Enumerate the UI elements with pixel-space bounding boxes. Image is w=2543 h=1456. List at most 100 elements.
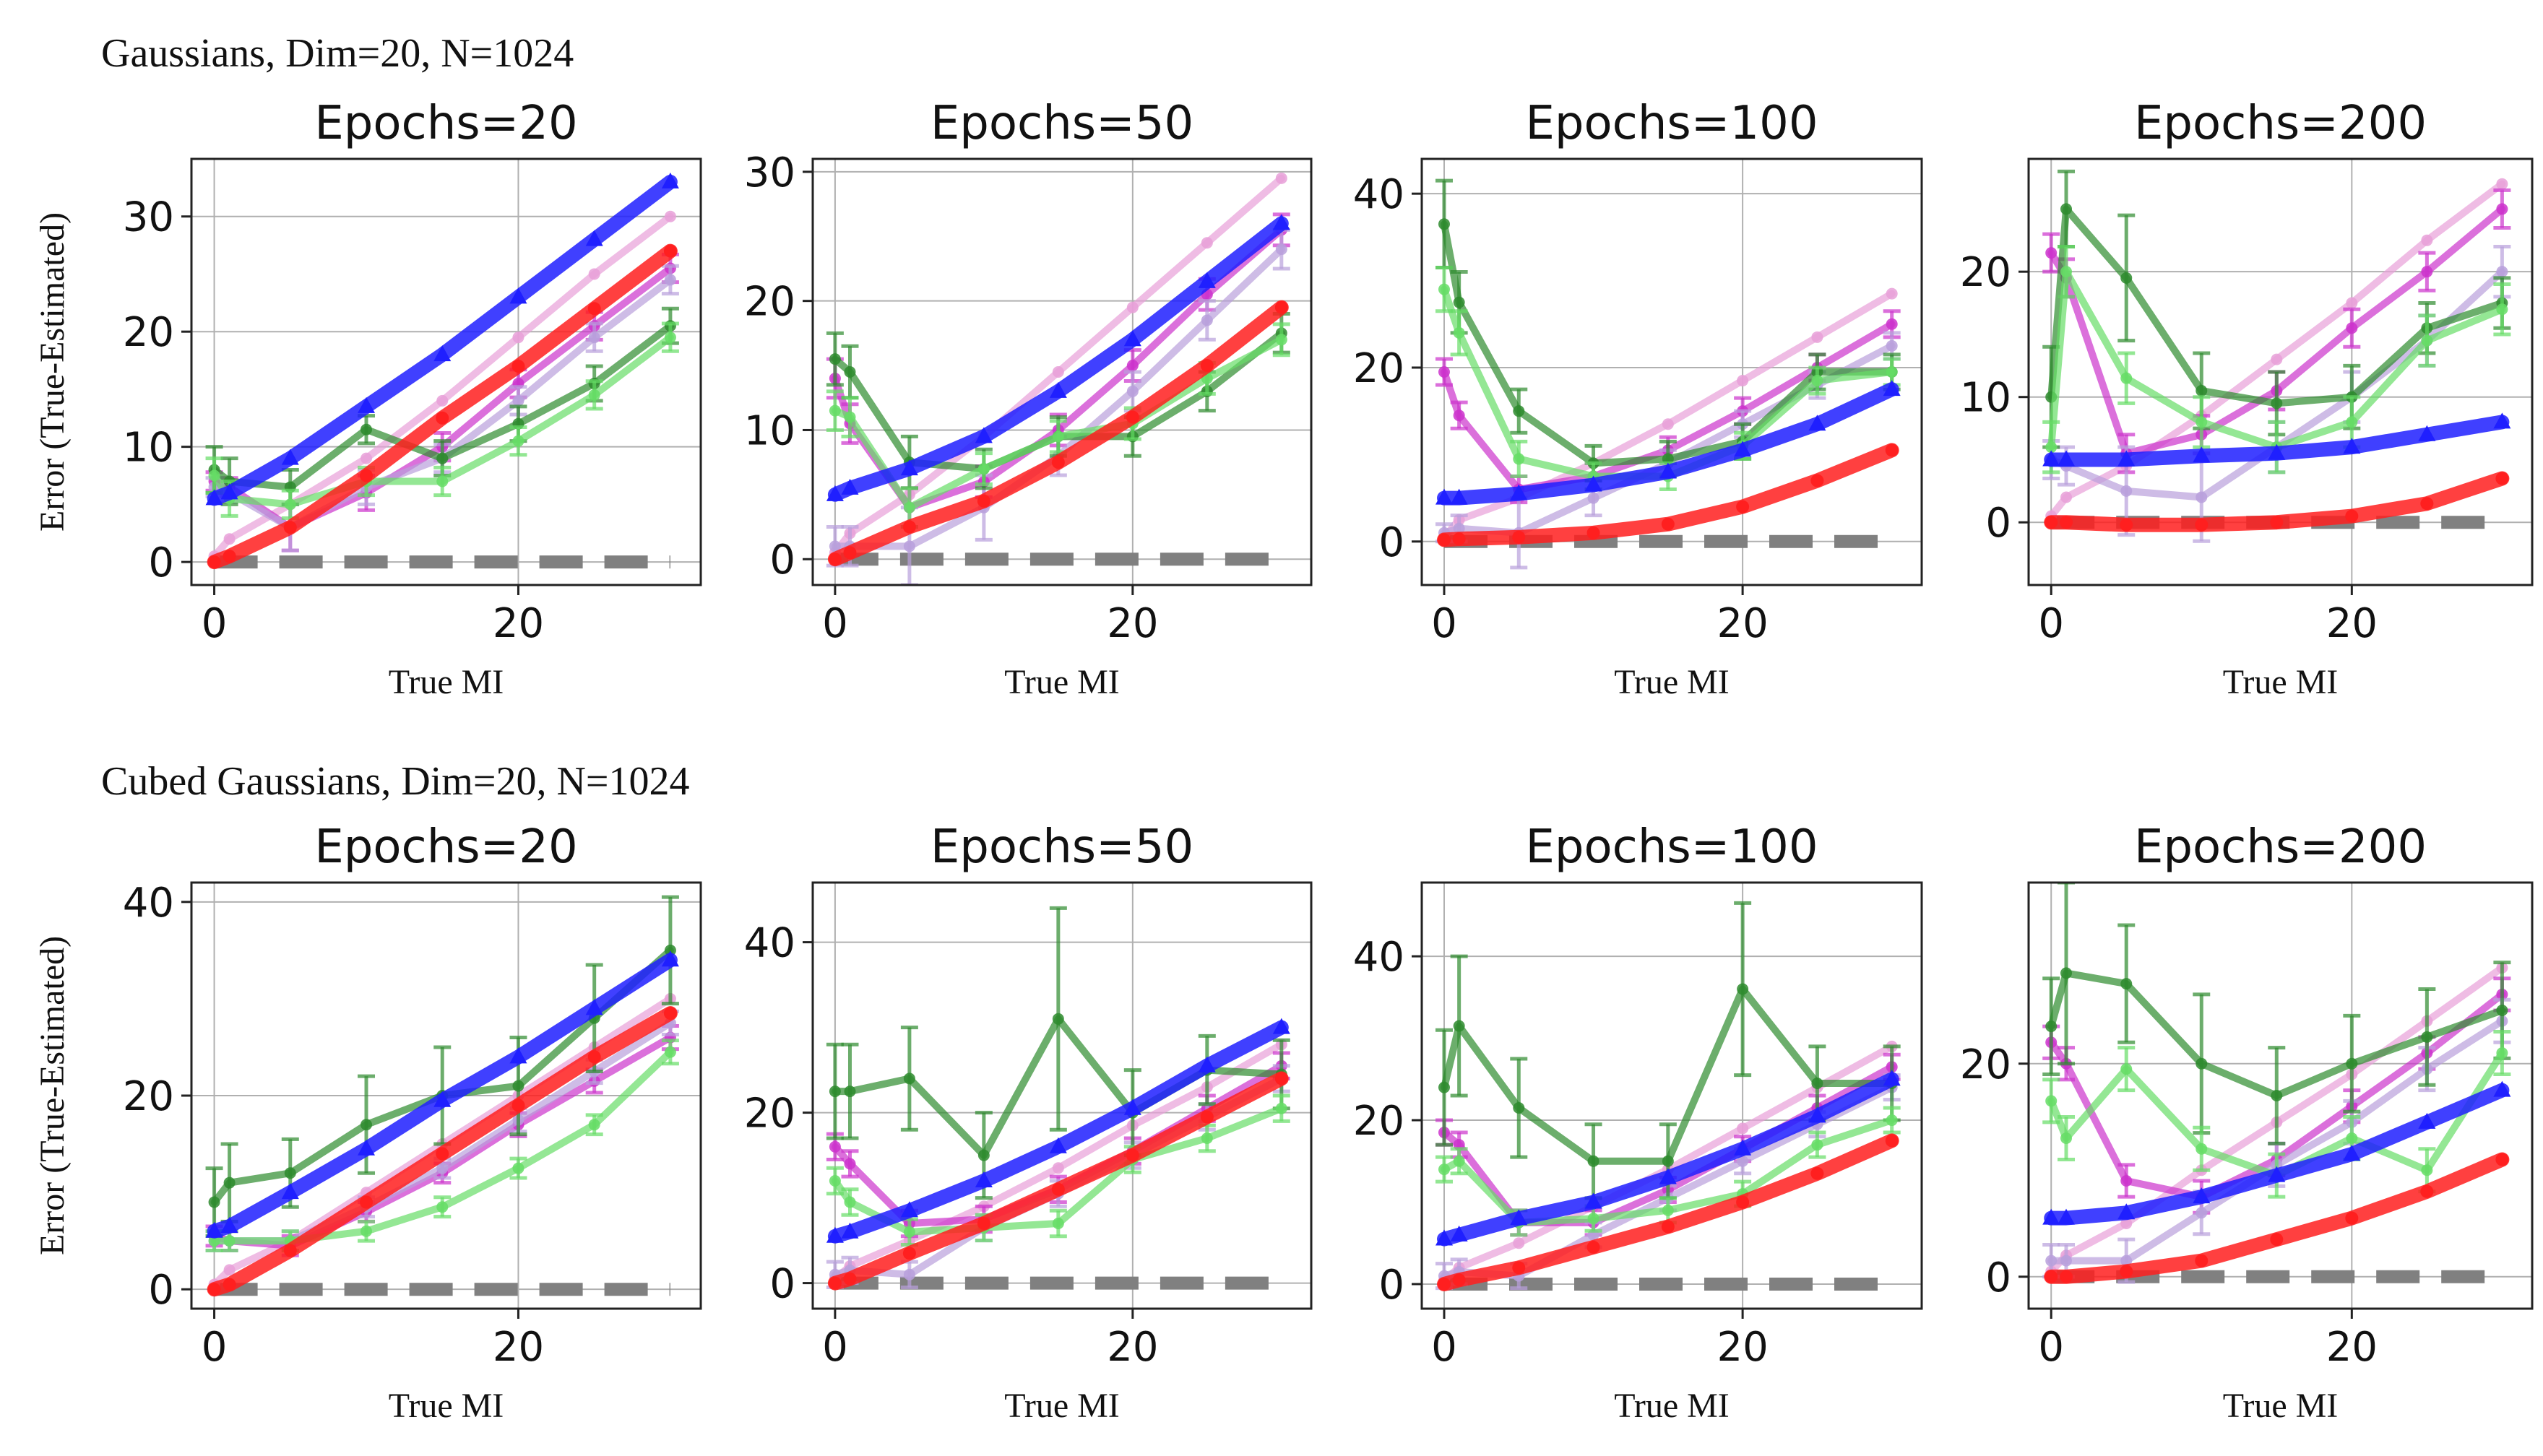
data-point — [284, 1167, 296, 1179]
data-point — [829, 353, 841, 365]
y-tick-label: 40 — [1353, 934, 1404, 981]
data-point — [1737, 983, 1749, 995]
y-tick-label: 10 — [1960, 375, 2011, 422]
data-point — [1811, 375, 1823, 387]
data-point — [2496, 1047, 2508, 1059]
data-point — [1811, 331, 1823, 343]
data-point — [433, 345, 452, 362]
data-point — [1885, 1134, 1899, 1148]
data-point — [588, 1119, 600, 1131]
data-point — [2117, 450, 2136, 467]
data-point — [902, 520, 916, 534]
data-point — [2420, 497, 2434, 511]
x-tick-label: 20 — [1717, 600, 1768, 647]
data-point — [1201, 237, 1213, 249]
data-point — [223, 1264, 236, 1276]
data-point — [2196, 1143, 2208, 1155]
panel-5: 0 20 0 20 40 Epochs=20 True MI Error (True-Esti… — [33, 820, 702, 1425]
data-point — [1512, 530, 1526, 544]
y-tick-label: 0 — [1378, 1262, 1404, 1309]
data-point — [585, 999, 603, 1015]
data-point — [1198, 272, 1216, 288]
x-tick-label: 0 — [202, 1324, 228, 1371]
data-point — [2196, 491, 2208, 503]
panel-title: Epochs=100 — [1525, 97, 1818, 150]
x-tick-label: 0 — [822, 600, 848, 647]
series-line-pink — [831, 174, 1285, 557]
data-point — [661, 950, 679, 967]
data-point — [1662, 1204, 1674, 1216]
series-line-blue — [1437, 382, 1899, 506]
data-point — [2270, 516, 2284, 529]
data-point — [2120, 1254, 2133, 1267]
data-point — [512, 1162, 524, 1174]
data-point — [512, 332, 524, 344]
data-point — [2042, 1208, 2060, 1225]
data-point — [2496, 303, 2508, 316]
data-point — [1051, 1182, 1065, 1196]
data-point — [1275, 334, 1287, 346]
data-point — [2045, 247, 2058, 259]
data-point — [2045, 441, 2058, 454]
data-point — [2420, 1184, 2434, 1198]
data-point — [588, 389, 600, 401]
data-point — [903, 540, 915, 552]
series-layer — [1435, 178, 1901, 570]
y-tick-label: 0 — [769, 1261, 795, 1308]
y-tick-label: 10 — [744, 407, 795, 454]
data-point — [1438, 283, 1450, 295]
data-point — [2496, 178, 2508, 190]
data-point — [2496, 203, 2508, 215]
series-line-red — [2044, 471, 2510, 532]
y-axis-label: Error (True-Estimated) — [33, 212, 72, 532]
data-point — [1885, 443, 1899, 457]
panel-6: 0 20 0 20 40 Epochs=50 True MI — [744, 820, 1313, 1425]
data-point — [2418, 425, 2436, 441]
data-point — [1453, 410, 1465, 422]
plot-frame — [2027, 157, 2534, 586]
data-point — [826, 1226, 844, 1243]
x-tick-label: 0 — [822, 1324, 848, 1371]
plot-frame — [1420, 881, 1923, 1310]
data-point — [433, 1091, 452, 1107]
plot-frame — [2027, 881, 2534, 1310]
x-tick-label: 0 — [202, 600, 228, 647]
data-point — [903, 1072, 915, 1085]
series-line-red — [1437, 1133, 1899, 1291]
data-point — [1198, 1056, 1216, 1072]
x-tick-label: 0 — [2038, 1324, 2064, 1371]
data-point — [2196, 385, 2208, 397]
data-point — [1275, 1102, 1287, 1114]
panel-title: Epochs=200 — [2134, 820, 2427, 874]
data-point — [1437, 1277, 1451, 1291]
series-line-pink — [210, 212, 674, 560]
data-point — [1049, 381, 1067, 398]
data-point — [1586, 1240, 1600, 1254]
data-point — [208, 1196, 220, 1208]
data-point — [1584, 475, 1602, 492]
panel-title: Epochs=50 — [931, 97, 1193, 150]
data-point — [1052, 1218, 1064, 1229]
data-point — [2495, 472, 2509, 485]
data-point — [1886, 318, 1898, 330]
data-point — [2195, 518, 2209, 532]
x-tick-label: 20 — [1717, 1324, 1768, 1371]
x-axis-label: True MI — [389, 663, 504, 701]
series-layer — [205, 895, 679, 1297]
series-line-red — [1437, 443, 1899, 547]
data-point — [2058, 1208, 2076, 1225]
data-point — [2058, 450, 2076, 467]
data-point — [2060, 516, 2073, 529]
data-point — [1275, 243, 1287, 256]
data-point — [512, 1080, 524, 1092]
panel-title: Epochs=50 — [931, 820, 1193, 874]
data-point — [903, 1226, 915, 1238]
data-point — [2193, 1187, 2211, 1204]
data-point — [664, 1046, 676, 1058]
series-line-light-green — [831, 336, 1285, 511]
data-point — [2045, 1020, 2058, 1033]
data-point — [843, 1272, 857, 1286]
series-line-pink — [1441, 290, 1896, 541]
data-point — [1737, 1122, 1749, 1135]
y-tick-label: 30 — [744, 150, 795, 196]
